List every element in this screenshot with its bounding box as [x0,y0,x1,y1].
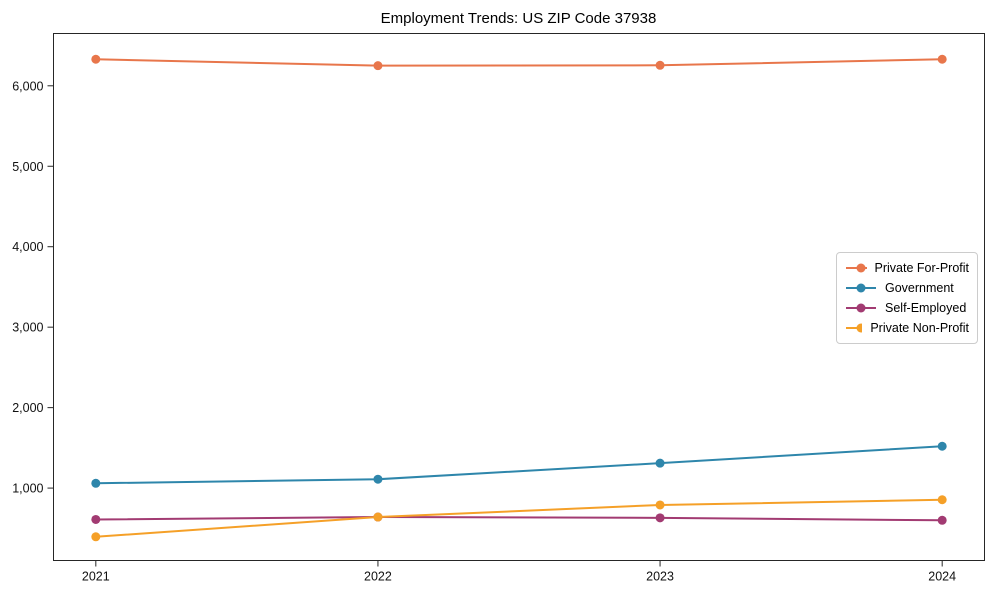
data-point [937,495,947,505]
data-point [373,61,383,71]
data-point [91,514,101,524]
y-tick-label: 6,000 [12,79,43,93]
data-point [937,515,947,525]
legend-marker-icon [846,263,867,273]
legend-item: Self-Employed [845,298,969,318]
data-point [373,474,383,484]
data-point [655,513,665,523]
series-line [95,516,943,522]
data-point [655,60,665,70]
legend-item: Government [845,278,969,298]
data-point [373,512,383,522]
y-tick-label: 5,000 [12,160,43,174]
legend-marker-icon [846,323,863,333]
y-tick-label: 2,000 [12,401,43,415]
data-point [655,458,665,468]
series-line [95,58,943,67]
y-tick-label: 1,000 [12,482,43,496]
legend-item: Private Non-Profit [845,318,969,338]
x-tick-label: 2021 [82,570,110,584]
x-tick-label: 2022 [364,570,392,584]
data-point [91,532,101,542]
legend-label: Private For-Profit [874,261,969,275]
data-point [937,54,947,64]
legend-item: Private For-Profit [845,258,969,278]
legend-marker-icon [846,283,876,293]
data-point [91,54,101,64]
legend-marker-icon [846,303,876,313]
series-line [95,498,943,538]
series-line [95,445,943,485]
x-tick-label: 2023 [646,570,674,584]
chart-layer: 1,000 2,000 3,000 4,000 5,000 6,000 2021 2022 20… [12,54,956,584]
data-point [937,441,947,451]
data-point [91,478,101,488]
plot-area-border [53,33,985,561]
y-tick-label: 3,000 [12,321,43,335]
y-tick-label: 4,000 [12,240,43,254]
legend-label: Private Non-Profit [870,321,969,335]
chart-title: Employment Trends: US ZIP Code 37938 [380,10,657,27]
data-point [655,500,665,510]
legend-label: Government [885,281,954,295]
legend-label: Self-Employed [885,301,967,315]
legend: Private For-Profit Government Self-Employe… [836,252,978,344]
x-tick-label: 2024 [928,570,956,584]
